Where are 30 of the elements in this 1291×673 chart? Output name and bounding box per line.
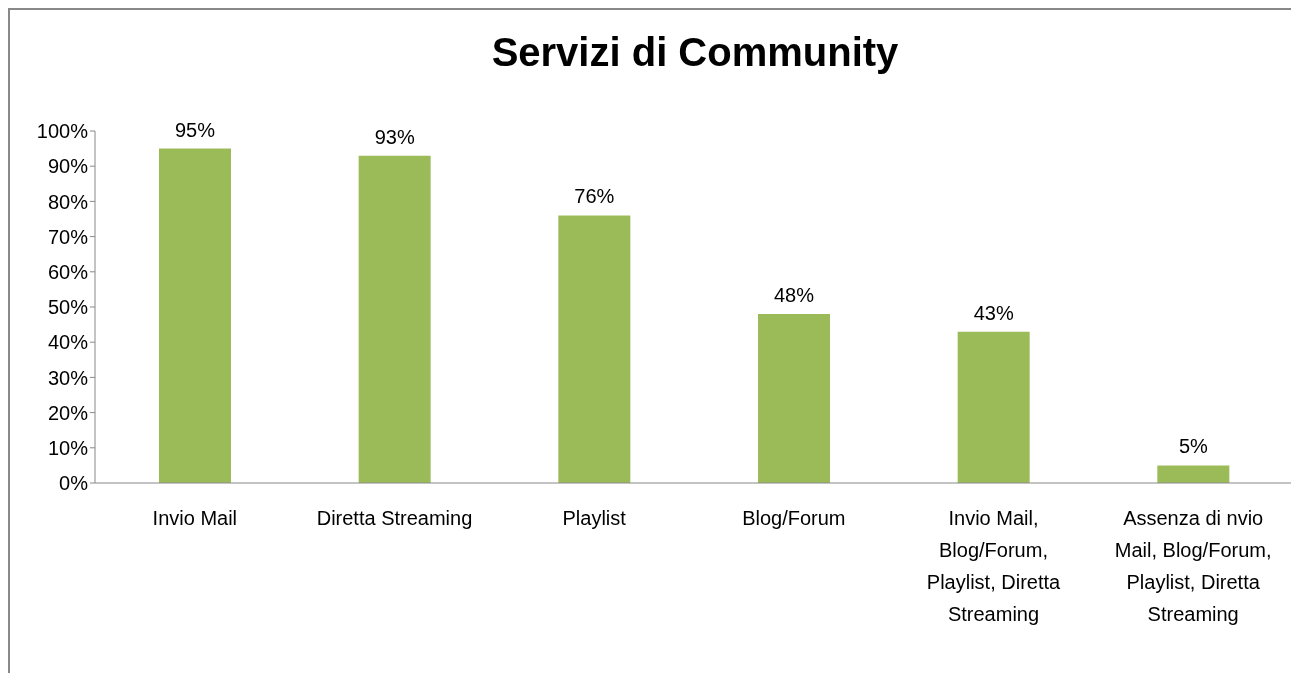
y-tick-label: 30% — [47, 366, 89, 389]
data-label: 93% — [374, 125, 415, 148]
bar — [758, 314, 830, 483]
bar — [957, 331, 1030, 483]
bar — [558, 215, 631, 483]
x-tick-label: Assenza di nvio Mail, Blog/Forum, Playlist, Diretta Streaming — [1114, 507, 1272, 625]
y-tick-label: 60% — [47, 260, 89, 283]
y-tick-label: 90% — [47, 155, 89, 178]
x-tick-label: Invio Mail — [152, 507, 238, 529]
x-tick-label: Blog/Forum — [742, 507, 846, 529]
y-tick-label: 70% — [47, 225, 89, 248]
bar — [1157, 465, 1230, 483]
x-tick-label: Playlist — [562, 507, 627, 529]
x-tick-label: Diretta Streaming — [316, 507, 473, 529]
data-label: 76% — [574, 185, 615, 208]
bar — [358, 155, 431, 483]
bar — [159, 148, 231, 483]
data-label: 48% — [773, 284, 815, 307]
data-label: 5% — [1178, 435, 1208, 458]
y-tick-label: 100% — [36, 120, 89, 143]
y-tick-label: 80% — [47, 190, 89, 213]
data-label: 95% — [174, 118, 216, 141]
y-tick-label: 10% — [47, 436, 89, 459]
y-tick-label: 0% — [59, 472, 89, 495]
y-tick-label: 40% — [47, 331, 89, 354]
data-label: 43% — [973, 301, 1014, 324]
chart-title: Servizi di Community — [490, 30, 900, 75]
y-tick-label: 50% — [47, 296, 89, 319]
x-tick-label: Invio Mail, Blog/Forum, Playlist, Diretta Streaming — [926, 507, 1062, 625]
y-tick-label: 20% — [47, 401, 89, 424]
